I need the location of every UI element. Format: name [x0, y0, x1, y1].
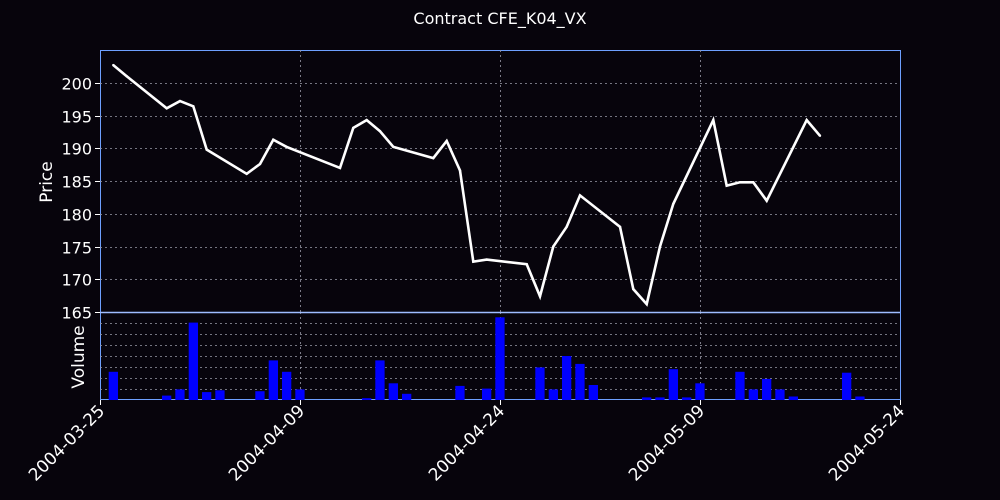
x-tick-label: 2004-03-25	[25, 401, 109, 485]
x-tick-label: 2004-05-24	[825, 401, 909, 485]
volume-bar	[775, 389, 785, 400]
price-point	[272, 138, 275, 141]
price-point	[565, 225, 568, 228]
price-point	[285, 145, 288, 149]
x-tick-label: 2004-05-09	[625, 401, 709, 485]
price-tick-label: 195	[61, 108, 92, 127]
price-point	[432, 156, 435, 160]
price-point	[472, 260, 475, 263]
volume-bar	[255, 391, 265, 400]
price-point	[618, 225, 622, 228]
x-ticks: 2004-03-25 2004-04-09 2004-04-24 2004-05-09…	[25, 400, 909, 485]
price-tick-label: 175	[61, 239, 92, 258]
volume-bar	[588, 385, 598, 400]
price-point	[338, 166, 342, 170]
volume-bar	[268, 360, 278, 400]
price-point	[392, 145, 395, 149]
price-point	[378, 130, 382, 133]
volume-bar	[282, 371, 292, 400]
volume-bar	[562, 356, 572, 400]
price-tick-label: 170	[61, 271, 92, 290]
volume-bars	[108, 317, 865, 400]
price-point	[632, 287, 635, 291]
x-tick-label: 2004-04-09	[225, 401, 309, 485]
price-point	[738, 181, 742, 184]
price-tick-label: 185	[61, 173, 92, 192]
volume-bar	[668, 369, 678, 400]
price-point	[205, 148, 208, 151]
price-point	[552, 245, 555, 248]
price-point	[805, 118, 808, 122]
price-point	[112, 63, 115, 67]
volume-axis-label: Volume	[69, 325, 89, 388]
price-point	[245, 172, 248, 175]
price-tick-label: 165	[61, 304, 92, 323]
volume-bar	[215, 390, 225, 400]
volume-bar	[362, 398, 372, 400]
volume-bar	[162, 395, 172, 400]
volume-bar	[482, 388, 492, 400]
price-tick-label: 180	[61, 206, 92, 225]
price-points	[112, 63, 822, 306]
price-point	[445, 139, 448, 143]
x-tick-label: 2004-04-24	[425, 401, 509, 485]
price-tick-label: 200	[61, 75, 92, 94]
volume-bar	[735, 371, 745, 400]
price-point	[258, 162, 262, 166]
price-axis-label: Price	[37, 161, 57, 202]
volume-bar	[175, 389, 185, 400]
price-point	[485, 258, 488, 261]
volume-bar	[842, 372, 852, 400]
price-panel: 165 170 175 180 185 190 195 200 Price	[37, 50, 901, 323]
volume-bar	[295, 389, 305, 400]
volume-bar	[855, 396, 865, 400]
price-point	[765, 199, 768, 202]
volume-bar	[202, 392, 212, 400]
price-point	[645, 302, 648, 306]
volume-bar	[748, 389, 758, 400]
volume-bar	[402, 393, 412, 400]
volume-bar	[375, 360, 385, 400]
price-point	[712, 118, 715, 122]
volume-panel: Volume	[69, 312, 901, 400]
volume-bar	[655, 397, 665, 400]
price-point	[818, 134, 822, 137]
volume-bar	[388, 383, 398, 400]
price-point	[125, 75, 128, 78]
volume-bar	[695, 383, 705, 400]
volume-bar	[762, 378, 772, 400]
price-point	[752, 181, 755, 184]
volume-bar	[535, 367, 545, 400]
volume-bar	[682, 397, 692, 400]
price-point	[525, 263, 528, 266]
price-point	[352, 126, 355, 130]
price-point	[725, 184, 728, 187]
price-point	[658, 245, 662, 248]
volume-bar	[788, 396, 798, 400]
price-tick-label: 190	[61, 140, 92, 159]
price-point	[178, 99, 182, 103]
price-point	[672, 202, 675, 206]
volume-bar	[495, 317, 505, 400]
price-point	[365, 118, 368, 122]
volume-bar	[108, 371, 118, 400]
price-point	[192, 105, 195, 108]
volume-bar	[548, 389, 558, 400]
price-point	[578, 194, 582, 197]
volume-bar	[642, 397, 652, 400]
price-point	[165, 107, 168, 110]
chart-title: Contract CFE_K04_VX	[413, 9, 586, 29]
price-point	[458, 169, 462, 172]
volume-bar	[188, 322, 198, 400]
price-y-ticks: 165 170 175 180 185 190 195 200	[61, 75, 100, 323]
volume-bar	[455, 385, 465, 400]
price-point	[538, 295, 542, 298]
volume-bar	[575, 363, 585, 400]
